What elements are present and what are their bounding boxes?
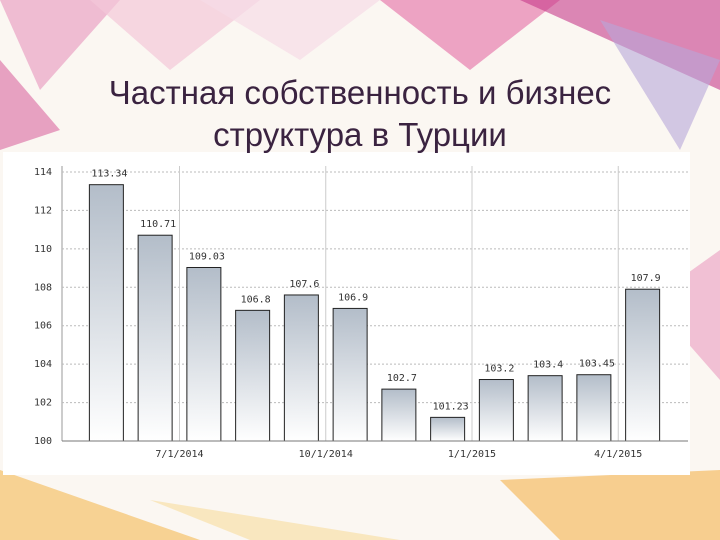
bar	[137, 234, 173, 442]
y-tick-label: 112	[34, 205, 52, 216]
bar	[332, 307, 368, 442]
chart-title: Частная собственность и бизнес структура…	[108, 74, 612, 153]
y-tick-label: 102	[34, 398, 52, 409]
value-label: 107.9	[631, 273, 661, 284]
bar	[235, 309, 271, 442]
bar	[283, 294, 319, 442]
value-label: 106.8	[241, 294, 271, 305]
x-tick-label: 1/1/2015	[448, 449, 496, 460]
value-label: 101.23	[433, 401, 469, 412]
value-label: 113.34	[91, 169, 127, 180]
bar	[527, 375, 563, 442]
y-tick-label: 106	[34, 321, 52, 332]
value-label: 103.2	[484, 364, 514, 375]
bar	[381, 388, 417, 442]
y-tick-label: 114	[34, 167, 52, 178]
value-label: 110.71	[140, 219, 176, 230]
value-label: 103.4	[533, 360, 563, 371]
bar	[430, 416, 466, 442]
value-label: 103.45	[579, 359, 615, 370]
bar	[88, 184, 124, 442]
y-tick-label: 100	[34, 436, 52, 447]
y-tick-label: 110	[34, 244, 52, 255]
bar	[576, 374, 612, 442]
bar	[186, 266, 222, 442]
x-tick-label: 4/1/2015	[594, 449, 642, 460]
value-label: 106.9	[338, 292, 368, 303]
bar	[625, 288, 661, 442]
x-tick-label: 10/1/2014	[299, 449, 353, 460]
bar	[478, 379, 514, 442]
value-label: 109.03	[189, 251, 225, 262]
y-tick-label: 104	[34, 359, 52, 370]
y-tick-label: 108	[34, 282, 52, 293]
x-tick-label: 7/1/2014	[155, 449, 203, 460]
value-label: 102.7	[387, 373, 417, 384]
value-label: 107.6	[289, 279, 319, 290]
